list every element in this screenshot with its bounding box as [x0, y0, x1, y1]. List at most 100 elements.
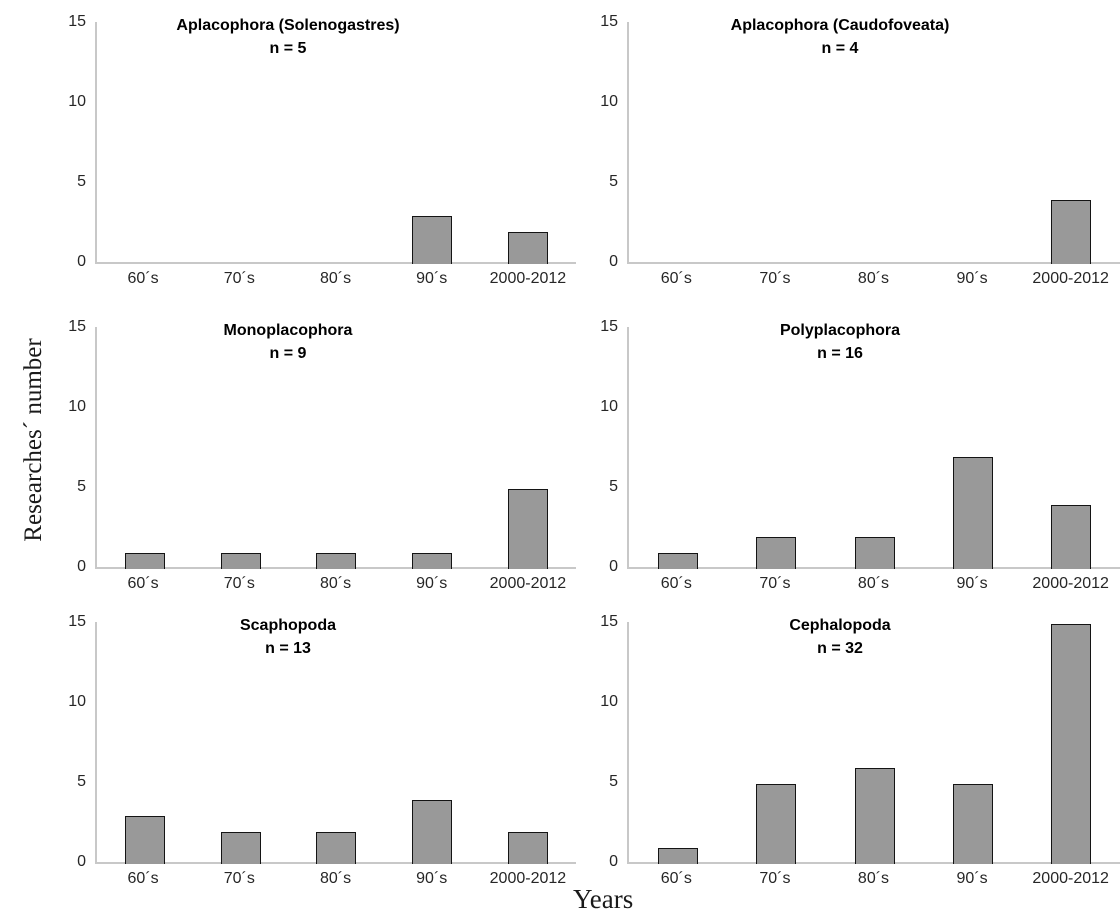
- bar-slot: [480, 327, 576, 569]
- bar: [1050, 200, 1091, 264]
- bar-slot: [924, 622, 1022, 864]
- bar: [124, 553, 165, 569]
- bar-slot: [384, 22, 480, 264]
- y-tick-label: 5: [609, 173, 618, 190]
- bar: [952, 784, 993, 864]
- x-tick-label: 70´s: [223, 870, 255, 887]
- x-axis-tick-labels: 60´s 70´s 80´s 90´s 2000-2012: [627, 575, 1120, 593]
- y-tick-label: 5: [77, 773, 86, 790]
- bar-slot: [629, 22, 727, 262]
- bar: [508, 232, 549, 264]
- chart-title: Cephalopoda n = 32: [560, 614, 1120, 660]
- y-tick-label: 15: [68, 13, 86, 30]
- bar: [952, 457, 993, 569]
- x-tick-label: 70´s: [759, 270, 791, 287]
- chart-title: Aplacophora (Caudofoveata) n = 4: [560, 14, 1120, 60]
- plot-area: [627, 22, 1120, 264]
- chart-title: Monoplacophora n = 9: [0, 319, 576, 365]
- chart-title-line: Monoplacophora: [223, 322, 353, 339]
- chart-title-line: Aplacophora (Caudofoveata): [730, 17, 950, 34]
- x-tick-label: 2000-2012: [1032, 870, 1109, 887]
- chart-n-label: n = 32: [817, 640, 863, 657]
- bar-slot: [97, 22, 193, 262]
- bar-slot: [289, 22, 385, 262]
- bar-slot: [480, 622, 576, 864]
- bar-slot: [727, 622, 825, 864]
- bar: [658, 848, 699, 864]
- chart-cephalopoda: Cephalopoda n = 32 0 5 10 15 60´s 70´s 80´s 90…: [560, 600, 1120, 900]
- chart-title: Polyplacophora n = 16: [560, 319, 1120, 365]
- y-tick-label: 0: [77, 253, 86, 270]
- x-tick-label: 80´s: [857, 270, 890, 287]
- bar: [124, 816, 165, 864]
- chart-n-label: n = 5: [269, 40, 307, 57]
- plot-area: [627, 622, 1120, 864]
- bar: [412, 216, 453, 264]
- x-axis-tick-labels: 60´s 70´s 80´s 90´s 2000-2012: [95, 270, 576, 288]
- y-axis-tick-labels: 0 5 10 15: [560, 0, 618, 300]
- chart-n-label: n = 16: [817, 345, 863, 362]
- y-axis-tick-labels: 0 5 10 15: [560, 305, 618, 605]
- y-tick-label: 0: [77, 853, 86, 870]
- bar-slot: [193, 622, 289, 864]
- bar-slot: [825, 622, 923, 864]
- y-tick-label: 0: [77, 558, 86, 575]
- x-tick-label: 60´s: [660, 575, 692, 592]
- y-tick-label: 5: [609, 773, 618, 790]
- chart-title-line: Scaphopoda: [239, 617, 336, 634]
- y-tick-label: 0: [609, 853, 618, 870]
- y-tick-label: 15: [68, 613, 86, 630]
- chart-monoplacophora: Monoplacophora n = 9 0 5 10 15 60´s 70´s 80´s…: [0, 305, 576, 605]
- x-tick-label: 2000-2012: [1032, 270, 1109, 287]
- x-tick-label: 90´s: [956, 870, 988, 887]
- chart-title: Aplacophora (Solenogastres) n = 5: [0, 14, 576, 60]
- bar-slot: [1022, 622, 1120, 864]
- bar-slot: [289, 622, 385, 864]
- y-tick-label: 0: [609, 558, 618, 575]
- bar-slot: [97, 622, 193, 864]
- x-tick-label: 80´s: [857, 870, 890, 887]
- y-tick-label: 15: [600, 613, 618, 630]
- x-tick-label: 80´s: [857, 575, 890, 592]
- chart-n-label: n = 13: [265, 640, 311, 657]
- chart-title: Scaphopoda n = 13: [0, 614, 576, 660]
- bar-slot: [825, 22, 923, 262]
- x-axis-tick-labels: 60´s 70´s 80´s 90´s 2000-2012: [627, 870, 1120, 888]
- chart-title-line: Cephalopoda: [789, 617, 891, 634]
- x-tick-label: 60´s: [660, 870, 692, 887]
- bar: [508, 832, 549, 864]
- y-tick-label: 5: [77, 478, 86, 495]
- chart-aplacophora-solenogastres: Aplacophora (Solenogastres) n = 5 0 5 10 15…: [0, 0, 576, 300]
- chart-aplacophora-caudofoveata: Aplacophora (Caudofoveata) n = 4 0 5 10 15 …: [560, 0, 1120, 300]
- x-tick-label: 2000-2012: [489, 870, 567, 887]
- bar: [854, 768, 895, 864]
- bar-slot: [924, 22, 1022, 262]
- bar: [412, 553, 453, 569]
- y-tick-label: 10: [600, 398, 618, 415]
- x-tick-label: 70´s: [223, 270, 255, 287]
- bar-slot: [384, 622, 480, 864]
- y-axis-tick-labels: 0 5 10 15: [0, 600, 86, 900]
- x-tick-label: 90´s: [416, 870, 448, 887]
- bar-slot: [193, 22, 289, 262]
- x-tick-label: 2000-2012: [489, 575, 567, 592]
- x-tick-label: 60´s: [127, 870, 159, 887]
- bar-slot: [384, 327, 480, 569]
- x-axis-tick-labels: 60´s 70´s 80´s 90´s 2000-2012: [95, 870, 576, 888]
- bar-slot: [97, 327, 193, 569]
- bar-slot: [1022, 22, 1120, 264]
- x-tick-label: 80´s: [319, 575, 352, 592]
- chart-title-line: Polyplacophora: [779, 322, 901, 339]
- y-tick-label: 5: [77, 173, 86, 190]
- x-tick-label: 2000-2012: [489, 270, 567, 287]
- x-tick-label: 70´s: [223, 575, 255, 592]
- bar-slot: [193, 327, 289, 569]
- bar: [854, 537, 895, 569]
- bar-slot: [629, 327, 727, 569]
- bar-slot: [289, 327, 385, 569]
- chart-polyplacophora: Polyplacophora n = 16 0 5 10 15 60´s 70´s 80´…: [560, 305, 1120, 605]
- x-tick-label: 60´s: [127, 575, 159, 592]
- x-tick-label: 70´s: [759, 870, 791, 887]
- x-axis-tick-labels: 60´s 70´s 80´s 90´s 2000-2012: [95, 575, 576, 593]
